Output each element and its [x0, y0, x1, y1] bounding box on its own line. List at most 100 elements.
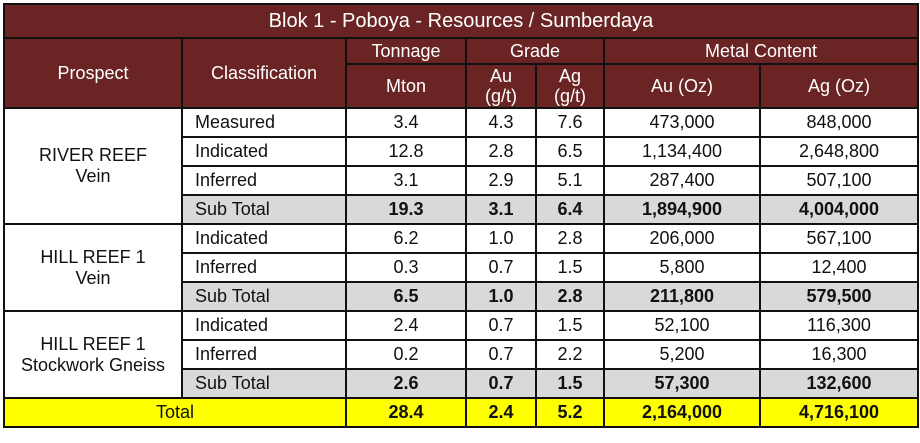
- ag-gt-cell: 2.8: [535, 281, 605, 312]
- prospect-cell: RIVER REEF Vein: [3, 107, 183, 225]
- au-gt-cell: 3.1: [465, 194, 537, 225]
- au-oz-cell: 5,800: [603, 252, 761, 283]
- prospect-cell: HILL REEF 1 Vein: [3, 223, 183, 312]
- au-gt-cell: 2.9: [465, 165, 537, 196]
- ag-oz-cell: 848,000: [759, 107, 919, 138]
- ag-oz-cell: 116,300: [759, 310, 919, 341]
- au-oz-cell: 57,300: [603, 368, 761, 399]
- prospect-name: RIVER REEF: [38, 145, 148, 165]
- classification-cell: Measured: [181, 107, 347, 138]
- au-oz-cell: 1,894,900: [603, 194, 761, 225]
- total-au-oz: 2,164,000: [603, 397, 761, 428]
- au-oz-cell: 206,000: [603, 223, 761, 254]
- ag-oz-cell: 507,100: [759, 165, 919, 196]
- prospect-name: HILL REEF 1: [40, 246, 146, 267]
- ag-oz-cell: 579,500: [759, 281, 919, 312]
- mton-cell: 0.3: [345, 252, 467, 283]
- header-prospect: Prospect: [3, 37, 183, 109]
- mton-cell: 0.2: [345, 339, 467, 370]
- table-row: HILL REEF 1 Vein Indicated 6.2 1.0 2.8 206,000…: [3, 223, 919, 312]
- subtotal-row: Sub Total 6.5 1.0 2.8 211,800 579,500: [4, 281, 919, 312]
- header-ag-oz: Ag (Oz): [759, 63, 919, 109]
- prospect-name: HILL REEF 1: [40, 333, 146, 354]
- au-gt-cell: 2.8: [465, 136, 537, 167]
- table-row: HILL REEF 1 Stockwork Gneiss Indicated 2.4 0…: [3, 310, 919, 399]
- table-row: Inferred 0.2 0.7 2.2 5,200 16,300: [4, 339, 919, 370]
- mton-cell: 6.5: [345, 281, 467, 312]
- ag-gt-cell: 7.6: [535, 107, 605, 138]
- au-gt-cell: 0.7: [465, 252, 537, 283]
- ag-gt-cell: 1.5: [535, 252, 605, 283]
- au-gt-cell: 4.3: [465, 107, 537, 138]
- ag-gt-cell: 6.5: [535, 136, 605, 167]
- au-gt-cell: 0.7: [465, 368, 537, 399]
- classification-cell: Sub Total: [181, 194, 347, 225]
- ag-gt-cell: 5.1: [535, 165, 605, 196]
- mton-cell: 19.3: [345, 194, 467, 225]
- classification-cell: Indicated: [181, 136, 347, 167]
- prospect-cell: HILL REEF 1 Stockwork Gneiss: [3, 310, 183, 399]
- resources-table: Blok 1 - Poboya - Resources / Sumberdaya…: [3, 3, 919, 428]
- mton-cell: 12.8: [345, 136, 467, 167]
- subtotal-row: Sub Total 19.3 3.1 6.4 1,894,900 4,004,000: [4, 194, 919, 225]
- mton-cell: 6.2: [345, 223, 467, 254]
- ag-oz-cell: 132,600: [759, 368, 919, 399]
- table-row: RIVER REEF Vein Measured 3.4 4.3 7.6 473,000 84…: [3, 107, 919, 225]
- au-oz-cell: 1,134,400: [603, 136, 761, 167]
- mton-cell: 2.6: [345, 368, 467, 399]
- header-metal-content: Metal Content: [603, 37, 919, 65]
- total-mton: 28.4: [345, 397, 467, 428]
- table-row: Inferred 3.1 2.9 5.1 287,400 507,100: [4, 165, 919, 196]
- prospect-type: Vein: [75, 166, 111, 186]
- header-au-gt: Au (g/t): [465, 63, 537, 109]
- total-label: Total: [3, 397, 347, 428]
- au-oz-cell: 5,200: [603, 339, 761, 370]
- header-ag-gt-text: Ag (g/t): [553, 66, 586, 106]
- ag-gt-cell: 6.4: [535, 194, 605, 225]
- ag-oz-cell: 2,648,800: [759, 136, 919, 167]
- header-tonnage: Tonnage: [345, 37, 467, 65]
- au-oz-cell: 52,100: [603, 310, 761, 341]
- total-ag-gt: 5.2: [535, 397, 605, 428]
- table-row: Indicated 12.8 2.8 6.5 1,134,400 2,648,800: [4, 136, 919, 167]
- classification-cell: Sub Total: [181, 281, 347, 312]
- total-ag-oz: 4,716,100: [759, 397, 919, 428]
- mton-cell: 3.1: [345, 165, 467, 196]
- ag-oz-cell: 567,100: [759, 223, 919, 254]
- resources-table-container: Blok 1 - Poboya - Resources / Sumberdaya…: [3, 3, 919, 428]
- table-body: RIVER REEF Vein Measured 3.4 4.3 7.6 473,000 84…: [3, 107, 919, 399]
- total-au-gt: 2.4: [465, 397, 537, 428]
- ag-gt-cell: 1.5: [535, 310, 605, 341]
- au-oz-cell: 473,000: [603, 107, 761, 138]
- table-title: Blok 1 - Poboya - Resources / Sumberdaya: [3, 3, 919, 39]
- header-au-gt-text: Au (g/t): [484, 66, 517, 106]
- prospect-type: Vein: [75, 267, 111, 288]
- header-classification: Classification: [181, 37, 347, 109]
- total-row: Total 28.4 2.4 5.2 2,164,000 4,716,100: [3, 397, 919, 428]
- au-oz-cell: 287,400: [603, 165, 761, 196]
- classification-cell: Inferred: [181, 252, 347, 283]
- header-grade: Grade: [465, 37, 605, 65]
- header-ag-gt: Ag (g/t): [535, 63, 605, 109]
- prospect-type: Stockwork Gneiss: [20, 354, 166, 375]
- mton-cell: 3.4: [345, 107, 467, 138]
- au-gt-cell: 0.7: [465, 310, 537, 341]
- header-mton: Mton: [345, 63, 467, 109]
- ag-oz-cell: 12,400: [759, 252, 919, 283]
- classification-cell: Indicated: [181, 310, 347, 341]
- ag-gt-cell: 2.8: [535, 223, 605, 254]
- au-gt-cell: 1.0: [465, 281, 537, 312]
- header-au-oz: Au (Oz): [603, 63, 761, 109]
- ag-oz-cell: 4,004,000: [759, 194, 919, 225]
- ag-gt-cell: 2.2: [535, 339, 605, 370]
- ag-oz-cell: 16,300: [759, 339, 919, 370]
- classification-cell: Indicated: [181, 223, 347, 254]
- subtotal-row: Sub Total 2.6 0.7 1.5 57,300 132,600: [4, 368, 919, 399]
- table-row: Inferred 0.3 0.7 1.5 5,800 12,400: [4, 252, 919, 283]
- classification-cell: Inferred: [181, 339, 347, 370]
- au-gt-cell: 0.7: [465, 339, 537, 370]
- mton-cell: 2.4: [345, 310, 467, 341]
- ag-gt-cell: 1.5: [535, 368, 605, 399]
- au-oz-cell: 211,800: [603, 281, 761, 312]
- classification-cell: Sub Total: [181, 368, 347, 399]
